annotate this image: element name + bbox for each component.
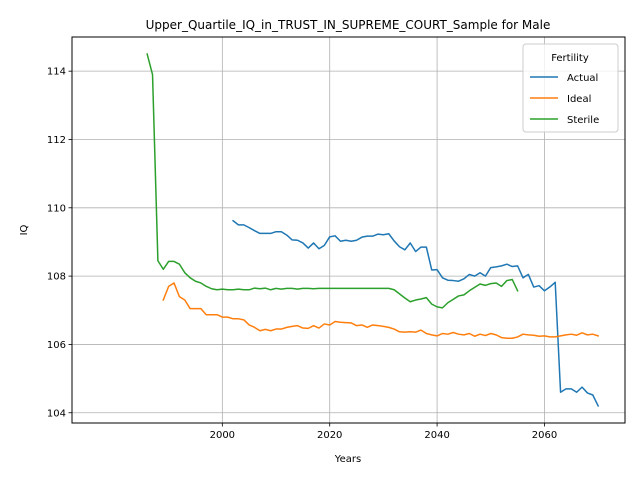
chart-title: Upper_Quartile_IQ_in_TRUST_IN_SUPREME_CO… <box>146 18 551 32</box>
series-line-sterile <box>146 53 519 309</box>
y-axis-label: IQ <box>19 224 30 235</box>
x-tick-label: 2000 <box>210 430 235 441</box>
legend-label-sterile: Sterile <box>567 115 599 126</box>
y-tick-label: 106 <box>47 340 66 351</box>
y-tick-label: 104 <box>47 408 66 419</box>
y-tick-label: 110 <box>47 203 66 214</box>
series-line-actual <box>232 219 600 407</box>
x-tick-label: 2020 <box>317 430 342 441</box>
legend-label-actual: Actual <box>567 73 598 84</box>
x-tick-label: 2060 <box>532 430 557 441</box>
legend: Fertility Actual Ideal Sterile <box>522 43 619 133</box>
x-axis-ticks: 2000 2020 2040 2060 <box>210 423 557 441</box>
grid-lines <box>72 37 625 423</box>
y-tick-label: 114 <box>47 67 66 78</box>
x-tick-label: 2040 <box>424 430 449 441</box>
y-axis-ticks: 104 106 108 110 112 114 <box>47 67 72 419</box>
legend-title: Fertility <box>551 53 589 64</box>
x-axis-label: Years <box>334 454 361 465</box>
y-tick-label: 112 <box>47 135 66 146</box>
series-line-ideal <box>162 282 600 340</box>
series-lines <box>146 53 600 407</box>
legend-box <box>522 43 619 133</box>
legend-label-ideal: Ideal <box>567 94 591 105</box>
legend-entries: Actual Ideal Sterile <box>530 73 599 126</box>
plot-frame <box>71 36 626 424</box>
y-tick-label: 108 <box>47 272 66 283</box>
